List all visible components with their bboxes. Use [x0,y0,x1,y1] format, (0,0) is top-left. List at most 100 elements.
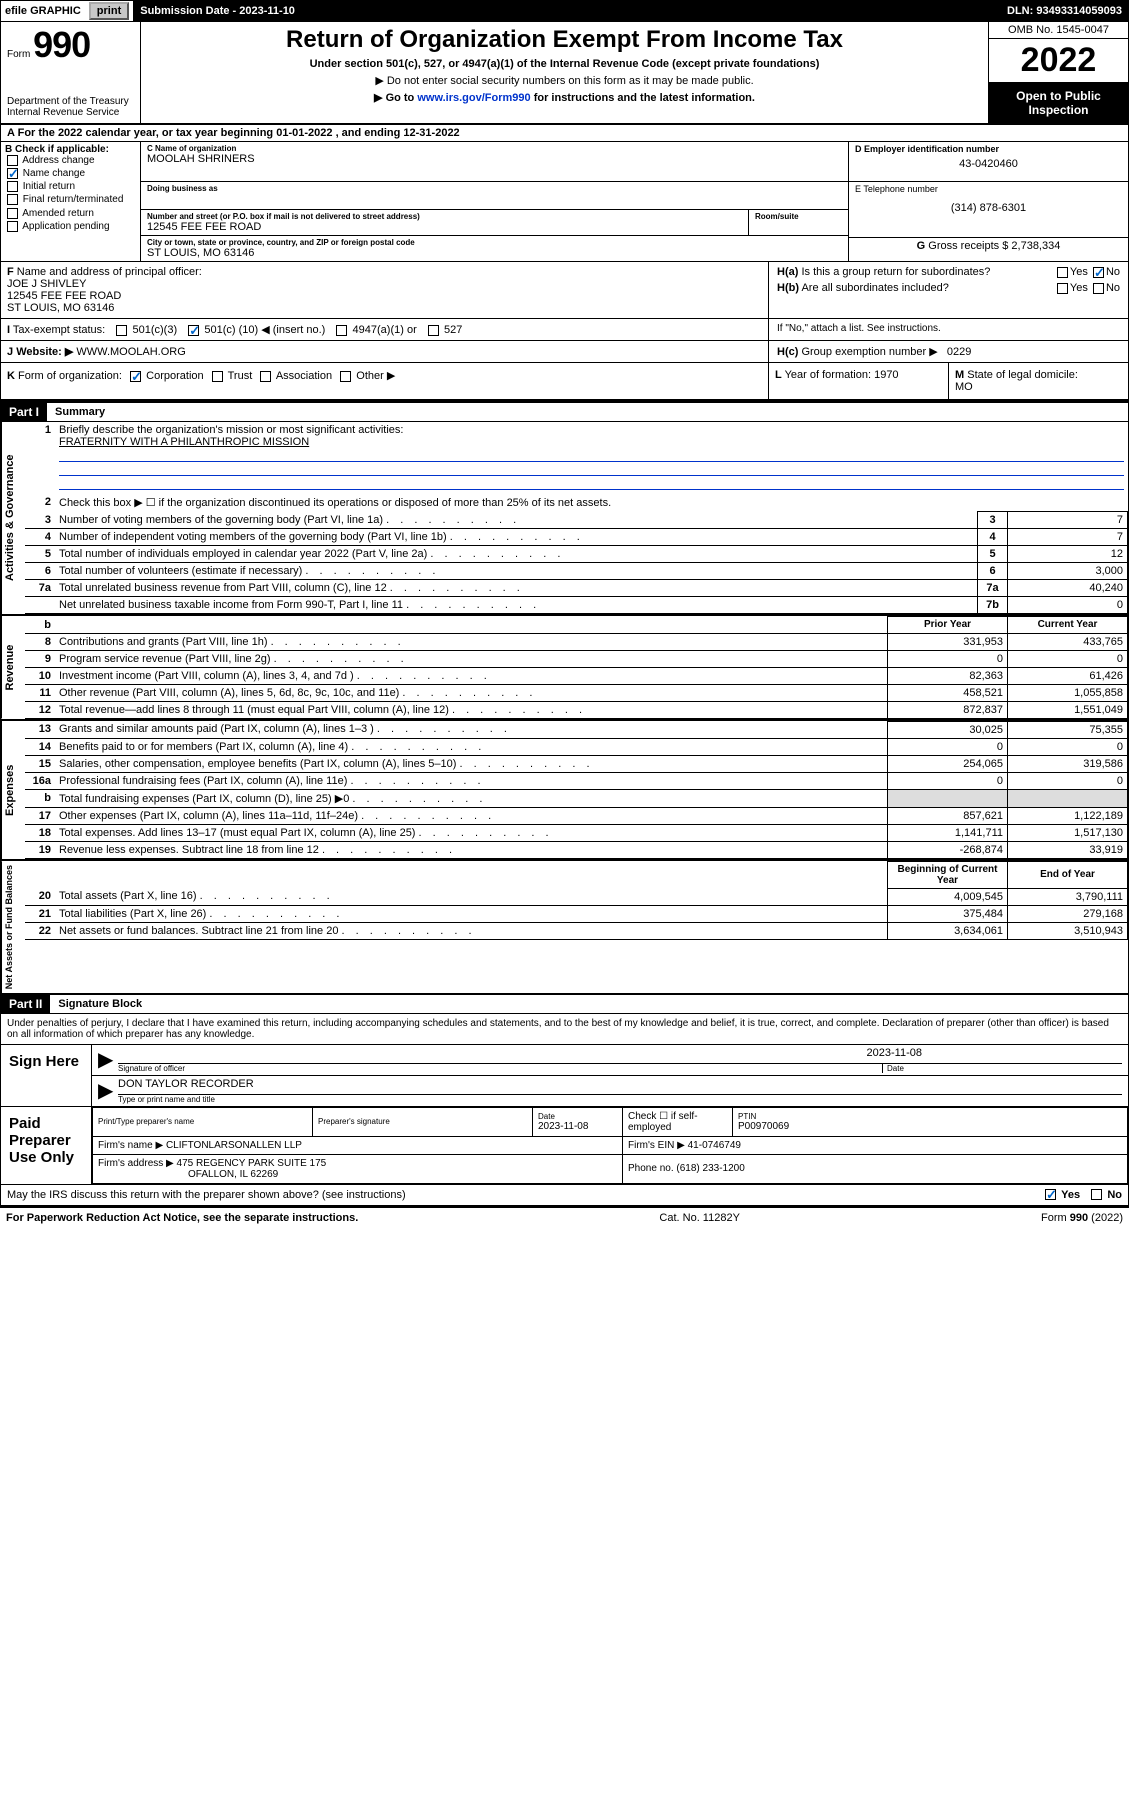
prior-year-value: 331,953 [888,633,1008,650]
line-desc: Total number of individuals employed in … [55,546,978,563]
prior-year-value: 458,521 [888,684,1008,701]
part-2-title: Signature Block [50,998,142,1010]
line-desc: Number of independent voting members of … [55,529,978,546]
initial-return-label: Initial return [23,181,75,192]
org-name-label: C Name of organization [147,144,842,153]
beginning-year-header: Beginning of Current Year [888,861,1008,888]
row-a-begin-date: 01-01-2022 [276,127,332,139]
current-year-value: 1,551,049 [1008,701,1128,718]
line-box: 3 [978,512,1008,529]
name-change-checkbox[interactable] [7,168,18,179]
501c-checkbox[interactable] [188,325,199,336]
row-l-label: L [775,369,782,381]
ein-label: D Employer identification number [855,144,1122,154]
may-irs-yes-checkbox[interactable] [1045,1189,1056,1200]
association-checkbox[interactable] [260,371,271,382]
klm-row: K Form of organization: Corporation Trus… [1,363,1128,401]
ha-no-label: No [1106,266,1120,278]
line-num: 16a [25,772,55,789]
line-box: 6 [978,563,1008,580]
firm-name-value: CLIFTONLARSONALLEN LLP [166,1140,302,1151]
527-checkbox[interactable] [428,325,439,336]
hb-text: Are all subordinates included? [801,282,948,294]
prior-year-value: -268,874 [888,841,1008,858]
line-value: 40,240 [1008,580,1128,597]
application-pending-checkbox[interactable] [7,221,18,232]
omb-number: OMB No. 1545-0047 [989,22,1128,39]
officer-addr1: 12545 FEE FEE ROAD [7,290,121,302]
may-irs-yes-label: Yes [1061,1189,1080,1201]
footer-form-post: (2022) [1088,1212,1123,1224]
line-num: 20 [25,888,55,905]
corporation-label: Corporation [146,370,203,382]
4947a1-checkbox[interactable] [336,325,347,336]
trust-checkbox[interactable] [212,371,223,382]
current-year-value: 61,426 [1008,667,1128,684]
prior-year-header: Prior Year [888,617,1008,634]
line-desc: Total liabilities (Part X, line 26) [55,905,888,922]
may-irs-discuss-row: May the IRS discuss this return with the… [1,1185,1128,1205]
line-num: 22 [25,922,55,939]
line-desc: Benefits paid to or for members (Part IX… [55,738,888,755]
line-desc: Investment income (Part VIII, column (A)… [55,667,888,684]
final-return-checkbox[interactable] [7,194,18,205]
prior-year-value [888,789,1008,807]
current-year-value: 0 [1008,650,1128,667]
line-num: 6 [25,563,55,580]
summary-row: 14Benefits paid to or for members (Part … [25,738,1128,755]
corporation-checkbox[interactable] [130,371,141,382]
line-desc: Professional fundraising fees (Part IX, … [55,772,888,789]
footer-right: Form 990 (2022) [1041,1212,1123,1224]
revenue-section: Revenue b Prior Year Current Year 8Contr… [1,616,1128,721]
line-desc: Total unrelated business revenue from Pa… [55,580,978,597]
ha-no-checkbox[interactable] [1093,267,1104,278]
line-desc: Total number of volunteers (estimate if … [55,563,978,580]
end-year-header: End of Year [1008,861,1128,888]
prior-year-value: 872,837 [888,701,1008,718]
current-year-value: 279,168 [1008,905,1128,922]
firm-name-label: Firm's name ▶ [98,1140,163,1151]
501c-pre: 501(c) ( [204,324,242,336]
line-num: 12 [25,701,55,718]
org-info-block: B Check if applicable: Address change Na… [1,142,1128,262]
footer-form-num: 990 [1070,1212,1088,1224]
other-checkbox[interactable] [340,371,351,382]
firm-ein-value: 41-0746749 [688,1140,741,1151]
current-year-value: 1,517,130 [1008,824,1128,841]
line-desc: Total fundraising expenses (Part IX, col… [55,789,888,807]
line-num: 21 [25,905,55,922]
line-value: 7 [1008,512,1128,529]
tax-exempt-status-label: Tax-exempt status: [13,324,105,336]
ptin-value: P00970069 [738,1121,1122,1132]
mission-line-1 [59,450,1124,462]
address-change-checkbox[interactable] [7,155,18,166]
line-desc: Other revenue (Part VIII, column (A), li… [55,684,888,701]
gross-receipts-value: Gross receipts $ 2,738,334 [928,240,1060,252]
initial-return-checkbox[interactable] [7,181,18,192]
gross-receipts-label-g: G [917,240,926,252]
addr-label: Number and street (or P.O. box if mail i… [147,212,742,221]
sign-arrow-icon-2: ▶ [98,1078,118,1104]
col-c-org-details: C Name of organization MOOLAH SHRINERS D… [141,142,848,261]
mission-line-3 [59,478,1124,490]
print-button[interactable]: print [89,2,129,20]
hb-yes-checkbox[interactable] [1057,283,1068,294]
may-irs-no-checkbox[interactable] [1091,1189,1102,1200]
current-year-value: 0 [1008,738,1128,755]
line-value: 0 [1008,597,1128,614]
form-prefix: Form [7,49,30,60]
line-num [25,597,55,614]
irs-form-link[interactable]: www.irs.gov/Form990 [417,92,530,104]
501c3-checkbox[interactable] [116,325,127,336]
amended-return-checkbox[interactable] [7,208,18,219]
line-num: 18 [25,824,55,841]
summary-row: 3Number of voting members of the governi… [25,512,1128,529]
form-of-org-label: Form of organization: [18,370,122,382]
line-desc: Other expenses (Part IX, column (A), lin… [55,807,888,824]
hb-yes-label: Yes [1070,282,1088,294]
hb-no-checkbox[interactable] [1093,283,1104,294]
summary-row: 21Total liabilities (Part X, line 26) 37… [25,905,1128,922]
firm-phone-value: (618) 233-1200 [676,1163,744,1174]
officer-name-title: DON TAYLOR RECORDER [118,1078,1122,1094]
ha-yes-checkbox[interactable] [1057,267,1068,278]
